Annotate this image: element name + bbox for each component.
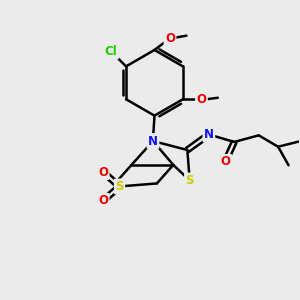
Text: O: O — [98, 194, 108, 207]
Text: O: O — [221, 155, 231, 168]
Text: O: O — [196, 93, 206, 106]
Text: O: O — [165, 32, 175, 45]
Text: O: O — [98, 166, 108, 178]
Text: N: N — [148, 134, 158, 148]
Text: Cl: Cl — [105, 45, 118, 58]
Text: S: S — [185, 174, 194, 187]
Text: N: N — [204, 128, 214, 141]
Text: S: S — [115, 180, 124, 193]
